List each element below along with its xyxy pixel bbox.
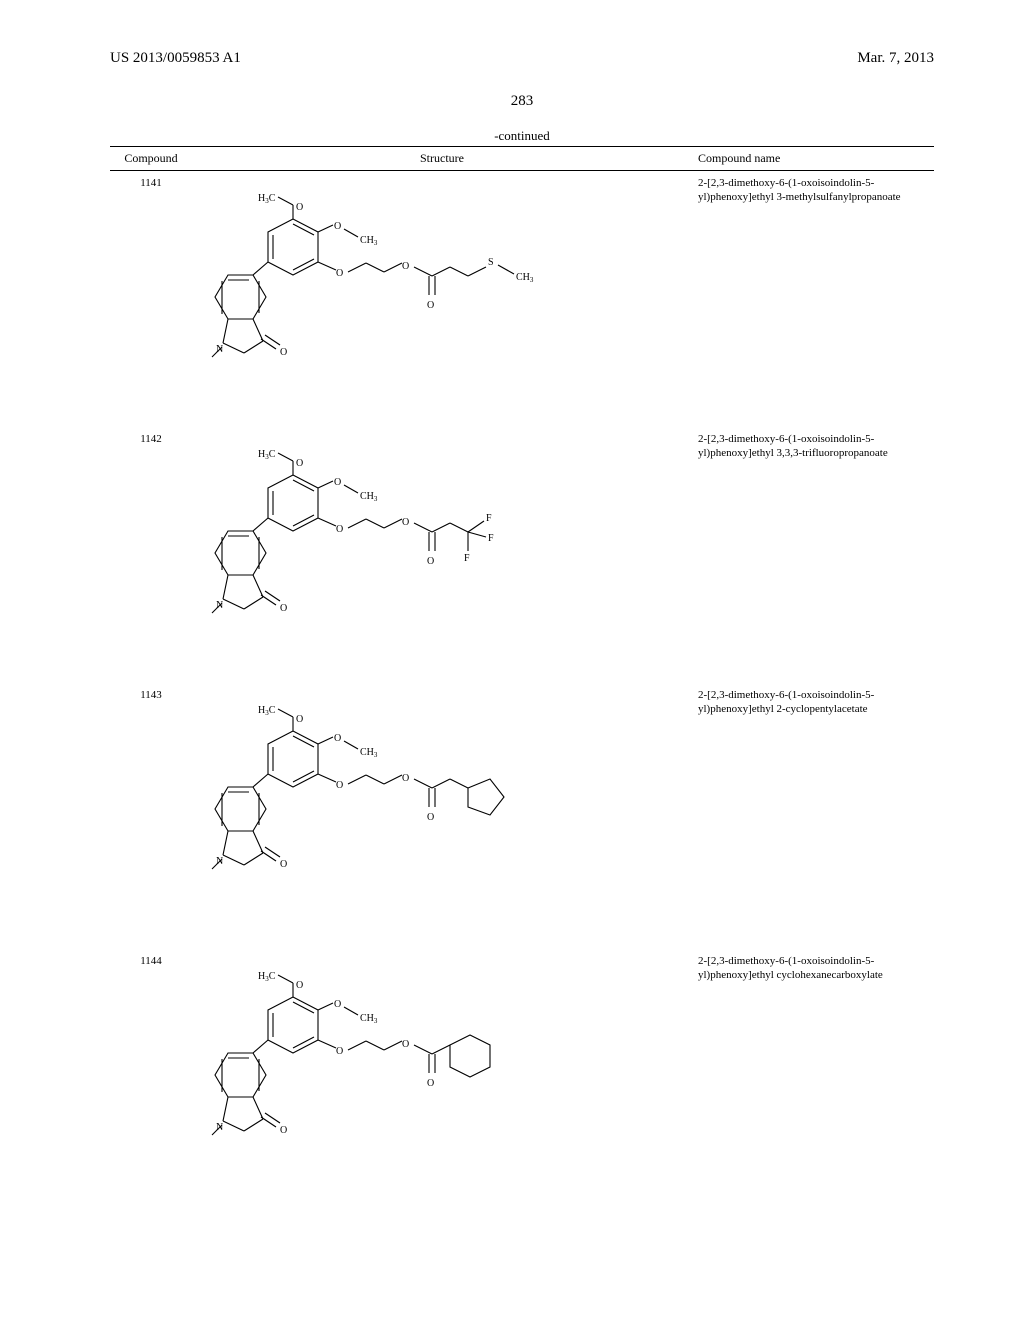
svg-text:O: O: [334, 999, 341, 1010]
svg-text:CH3: CH3: [360, 747, 378, 759]
svg-text:H3C: H3C: [258, 971, 276, 983]
svg-text:H3C: H3C: [258, 449, 276, 461]
table-row: 1142 H3C O O: [110, 427, 934, 683]
svg-text:O: O: [336, 268, 343, 279]
structure-diagram: H3C O O CH3 O O: [198, 955, 558, 1215]
compound-name: 2-[2,3-dimethoxy-6-(1-oxoisoindolin-5-yl…: [692, 949, 934, 1215]
structure-cell: H3C O O CH3 O: [192, 171, 692, 428]
table-continued-label: -continued: [110, 128, 934, 144]
compound-id: 1143: [110, 683, 192, 949]
table-row: 1141 H3C O: [110, 171, 934, 428]
structure-cell: H3C O O CH3 O O: [192, 427, 692, 683]
svg-text:H3C: H3C: [258, 193, 276, 205]
compound-name: 2-[2,3-dimethoxy-6-(1-oxoisoindolin-5-yl…: [692, 171, 934, 428]
svg-text:O: O: [334, 221, 341, 232]
compound-id: 1142: [110, 427, 192, 683]
svg-text:O: O: [402, 517, 409, 528]
compound-id: 1144: [110, 949, 192, 1215]
structure-cell: H3C O O CH3 O O: [192, 683, 692, 949]
header-left: US 2013/0059853 A1: [110, 50, 241, 67]
svg-text:O: O: [280, 1125, 287, 1136]
svg-text:O: O: [336, 780, 343, 791]
svg-text:O: O: [427, 812, 434, 823]
page-header: US 2013/0059853 A1 Mar. 7, 2013: [110, 50, 934, 67]
svg-text:O: O: [334, 733, 341, 744]
column-header-compound: Compound: [110, 147, 192, 171]
compound-id: 1141: [110, 171, 192, 428]
svg-text:O: O: [296, 714, 303, 725]
svg-text:O: O: [296, 458, 303, 469]
page-number: 283: [110, 93, 934, 110]
svg-text:H3C: H3C: [258, 705, 276, 717]
svg-text:CH3: CH3: [360, 1013, 378, 1025]
svg-text:S: S: [488, 257, 494, 268]
svg-text:CH3: CH3: [360, 491, 378, 503]
header-right: Mar. 7, 2013: [857, 50, 934, 67]
svg-text:F: F: [486, 513, 492, 524]
svg-text:O: O: [402, 261, 409, 272]
svg-text:O: O: [280, 859, 287, 870]
structure-diagram: H3C O O CH3 O O: [198, 433, 558, 683]
svg-text:O: O: [427, 556, 434, 567]
svg-text:O: O: [427, 300, 434, 311]
structure-diagram: H3C O O CH3 O: [198, 177, 558, 427]
table-row: 1143 H3C O O: [110, 683, 934, 949]
svg-text:O: O: [336, 1046, 343, 1057]
svg-text:O: O: [402, 773, 409, 784]
column-header-structure: Structure: [192, 147, 692, 171]
table-row: 1144 H3C O O: [110, 949, 934, 1215]
svg-text:O: O: [280, 347, 287, 358]
svg-text:F: F: [488, 533, 494, 544]
compound-table: Compound Structure Compound name 1141: [110, 146, 934, 1215]
svg-text:O: O: [427, 1078, 434, 1089]
compound-name: 2-[2,3-dimethoxy-6-(1-oxoisoindolin-5-yl…: [692, 427, 934, 683]
svg-text:O: O: [402, 1039, 409, 1050]
compound-name: 2-[2,3-dimethoxy-6-(1-oxoisoindolin-5-yl…: [692, 683, 934, 949]
svg-text:O: O: [296, 980, 303, 991]
svg-text:O: O: [296, 202, 303, 213]
svg-text:CH3: CH3: [360, 235, 378, 247]
structure-cell: H3C O O CH3 O O: [192, 949, 692, 1215]
svg-text:O: O: [336, 524, 343, 535]
structure-diagram: H3C O O CH3 O O: [198, 689, 558, 949]
svg-text:CH3: CH3: [516, 272, 534, 284]
column-header-name: Compound name: [692, 147, 934, 171]
svg-text:O: O: [280, 603, 287, 614]
svg-text:F: F: [464, 553, 470, 564]
svg-text:O: O: [334, 477, 341, 488]
